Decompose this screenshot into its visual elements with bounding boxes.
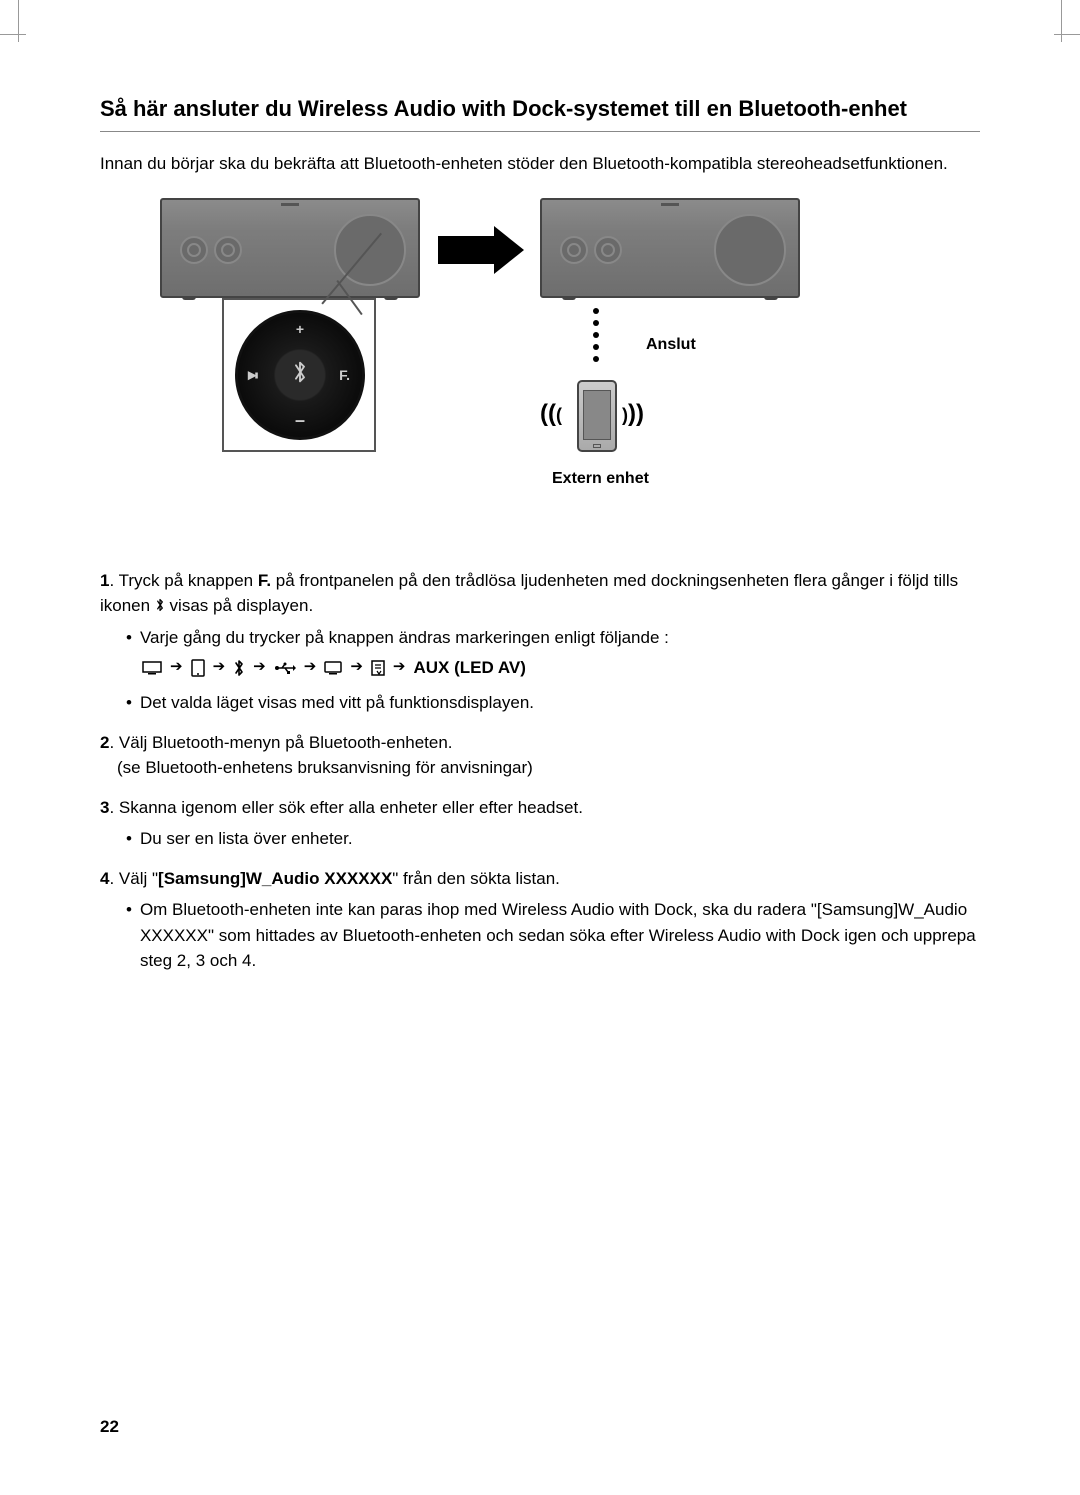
dock-slot-icon (281, 203, 299, 206)
label-external-device: Extern enhet (552, 470, 649, 488)
jog-function-icon: F. (339, 367, 350, 383)
driver-icon (560, 236, 588, 264)
driver-large-icon (714, 214, 786, 286)
sub-text: Det valda läget visas med vitt på funkti… (140, 690, 534, 716)
instruction-steps: 1. Tryck på knappen F. på frontpanelen p… (100, 568, 980, 974)
bluetooth-icon (291, 360, 309, 390)
mode-sequence: ➔ ➔ ➔ ➔ ➔ ➔ AUX (LED AV) (142, 655, 980, 681)
arrow-icon: ➔ (213, 656, 226, 679)
step-1-sub: • Varje gång du trycker på knappen ändras… (126, 625, 980, 716)
driver-icon (594, 236, 622, 264)
jog-minus-icon: – (295, 410, 305, 431)
arrow-icon: ➔ (253, 656, 266, 679)
seq-tail-text: AUX (LED AV) (413, 655, 525, 681)
heading-rule (100, 131, 980, 132)
usb-icon (274, 662, 296, 674)
device-name-bold: [Samsung]W_Audio XXXXXX (158, 869, 392, 888)
step-text: . Välj Bluetooth-menyn på Bluetooth-enhe… (109, 733, 452, 752)
step-1: 1. Tryck på knappen F. på frontpanelen p… (100, 568, 980, 716)
tv-small-icon (324, 661, 342, 675)
jog-plus-icon: + (296, 321, 304, 337)
bullet-icon: • (126, 897, 132, 974)
crop-mark (1054, 34, 1080, 35)
sub-text: Varje gång du trycker på knappen ändras … (140, 625, 669, 651)
jog-playpause-icon: ▶ıı (248, 368, 257, 381)
tablet-icon (191, 659, 205, 677)
foot-icon (384, 296, 398, 300)
connection-dots-icon (593, 308, 599, 362)
step-text: . Skanna igenom eller sök efter alla enh… (109, 798, 582, 817)
step-text: visas på displayen. (165, 596, 313, 615)
bullet-icon: • (126, 826, 132, 852)
foot-icon (562, 296, 576, 300)
arrow-right-icon (438, 236, 494, 264)
bullet-icon: • (126, 625, 132, 651)
page-content: Så här ansluter du Wireless Audio with D… (100, 95, 980, 988)
page-number: 22 (100, 1417, 119, 1437)
speaker-left (160, 198, 420, 298)
wave-right-icon: ))) (622, 400, 644, 428)
sub-text: Du ser en lista över enheter. (140, 826, 353, 852)
connection-figure: + – ▶ıı F. Anslut ((( (100, 198, 980, 528)
jog-dial: + – ▶ıı F. (235, 310, 365, 440)
dock-slot-icon (661, 203, 679, 206)
bluetooth-icon (233, 659, 245, 677)
arrow-icon: ➔ (304, 656, 317, 679)
sub-text: Om Bluetooth-enheten inte kan paras ihop… (140, 897, 980, 974)
bullet-icon: • (126, 690, 132, 716)
speaker-right (540, 198, 800, 298)
driver-icon (214, 236, 242, 264)
doc-icon (371, 660, 385, 676)
step-text: . Välj " (109, 869, 158, 888)
step-3: 3. Skanna igenom eller sök efter alla en… (100, 795, 980, 852)
button-label: F. (258, 571, 271, 590)
driver-icon (180, 236, 208, 264)
crop-mark (1061, 0, 1062, 42)
tv-wide-icon (142, 661, 162, 675)
step-text: " från den sökta listan. (392, 869, 560, 888)
section-heading: Så här ansluter du Wireless Audio with D… (100, 95, 980, 123)
arrow-icon: ➔ (393, 656, 406, 679)
step-text: . Tryck på knappen (109, 571, 257, 590)
step-4: 4. Välj "[Samsung]W_Audio XXXXXX" från d… (100, 866, 980, 974)
crop-mark (0, 34, 26, 35)
crop-mark (18, 0, 19, 42)
step-paren: (se Bluetooth-enhetens bruksanvisning fö… (117, 755, 533, 781)
foot-icon (182, 296, 196, 300)
phone-device-icon (577, 380, 617, 452)
intro-text: Innan du börjar ska du bekräfta att Blue… (100, 154, 980, 174)
label-connect: Anslut (646, 336, 696, 354)
arrow-icon: ➔ (170, 656, 183, 679)
wave-left-icon: ((( (540, 400, 562, 428)
foot-icon (764, 296, 778, 300)
step-2: 2. Välj Bluetooth-menyn på Bluetooth-enh… (100, 730, 980, 781)
bluetooth-icon (155, 594, 165, 620)
arrow-icon: ➔ (350, 656, 363, 679)
